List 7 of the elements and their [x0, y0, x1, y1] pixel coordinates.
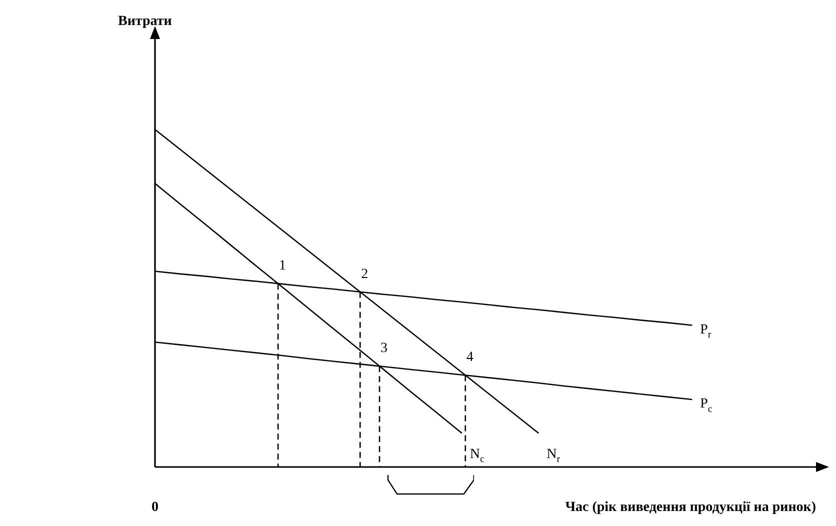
annotation: 4: [466, 350, 474, 366]
annotation: 2: [361, 266, 368, 282]
annotation: 1: [279, 258, 286, 274]
text: 0: [152, 500, 158, 515]
text: Витрати: [118, 14, 172, 29]
annotation: 3: [380, 341, 388, 356]
x-axis-title: Час (рік виведення продукції на ринок): [565, 500, 816, 515]
